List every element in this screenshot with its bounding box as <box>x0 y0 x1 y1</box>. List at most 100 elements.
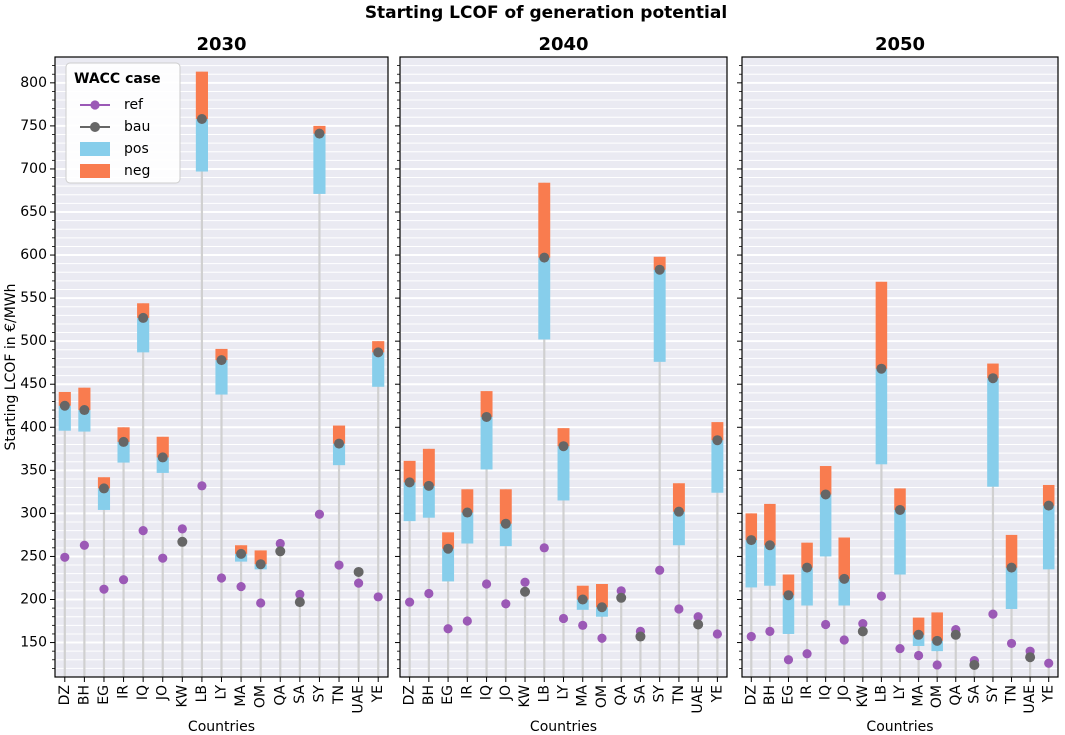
ref-point-SY <box>314 509 325 519</box>
neg-bar-SY <box>987 363 999 379</box>
neg-bar-SY <box>653 256 666 270</box>
pos-bar-DZ <box>745 540 758 588</box>
neg-bar-EG <box>442 532 455 549</box>
pos-bar-IR <box>117 441 130 463</box>
bau-point-JO <box>157 452 168 463</box>
x-tick-label: IQ <box>818 685 834 700</box>
pos-bar-EG <box>97 488 111 510</box>
neg-bar-DZ <box>403 460 416 483</box>
bau-point-SA <box>635 631 646 642</box>
x-tick-label: OM <box>929 685 945 708</box>
x-tick-label: IR <box>799 685 815 699</box>
pos-bar-IQ <box>137 317 150 353</box>
legend-title: WACC case <box>74 71 161 87</box>
legend-swatch-pos <box>80 142 110 156</box>
bau-point-LB <box>539 252 550 263</box>
bau-point-YE <box>712 435 723 446</box>
bau-point-EG <box>98 483 109 494</box>
bau-point-SA <box>294 597 305 608</box>
pos-bar-MA <box>576 599 589 610</box>
x-tick-label: EG <box>780 685 796 705</box>
legend-label-ref: ref <box>124 97 144 113</box>
panel-2040: 2040 DZ BH EG IR IQ JO KW LB LY MA OM QA SA SY TN UAE YE C… <box>395 34 728 735</box>
ref-point-EG <box>443 624 453 634</box>
pos-bar-MA <box>912 634 925 646</box>
x-tick-label: LY <box>214 685 230 700</box>
ref-point-LY <box>895 643 905 654</box>
bau-point-EG <box>783 590 794 601</box>
neg-bar-IQ <box>480 391 493 417</box>
x-tick-label: TN <box>1004 685 1020 705</box>
x-tick-label: QA <box>948 685 964 706</box>
ref-point-SA <box>295 589 305 599</box>
bau-point-QA <box>616 592 627 603</box>
neg-bar-IR <box>801 542 813 568</box>
bau-point-BH <box>423 480 434 491</box>
bau-point-LY <box>895 504 905 515</box>
ref-point-OM <box>932 660 942 670</box>
bau-point-LY <box>216 355 227 366</box>
x-tick-label: SY <box>652 685 668 703</box>
bau-point-IQ <box>481 411 492 422</box>
ref-point-OM <box>597 633 607 643</box>
neg-bar-LY <box>557 428 570 447</box>
ref-point-DZ <box>405 597 415 607</box>
ref-point-BH <box>424 588 434 599</box>
pos-bar-BH <box>422 485 435 518</box>
bau-point-OM <box>596 602 607 613</box>
pos-bar-EG <box>442 548 455 582</box>
x-axis-label: Countries <box>530 719 597 735</box>
x-tick-label: LY <box>892 685 908 700</box>
ref-point-LB <box>876 591 887 601</box>
ref-point-DZ <box>746 631 756 642</box>
bau-point-YE <box>1043 500 1054 511</box>
neg-bar-TN <box>1005 534 1018 568</box>
bau-point-EG <box>443 543 454 554</box>
y-tick-label: 650 <box>20 204 47 220</box>
pos-bar-BH <box>764 545 776 586</box>
neg-bar-JO <box>499 489 512 524</box>
y-tick-label: 350 <box>20 462 47 478</box>
panel-2030: 2030 DZ BH EG IR IQ JO KW LB LY MA OM QA SA SY TN UAE YE C… <box>20 34 389 735</box>
bau-point-KW <box>857 626 868 637</box>
bau-point-SY <box>654 264 665 275</box>
y-tick-label: 600 <box>20 247 47 263</box>
x-tick-label: MA <box>911 685 927 707</box>
pos-bar-DZ <box>58 405 71 431</box>
ref-point-IR <box>802 649 812 659</box>
y-tick-label: 150 <box>20 635 47 651</box>
x-tick-label: BH <box>762 685 778 705</box>
x-tick-label: JO <box>155 685 171 701</box>
neg-bar-JO <box>156 436 169 458</box>
x-tick-label: LB <box>536 685 552 702</box>
neg-bar-OM <box>931 612 943 641</box>
neg-bar-LB <box>538 182 551 258</box>
ref-point-OM <box>256 598 266 608</box>
x-tick-label: KW <box>174 685 190 708</box>
x-tick-label: SA <box>292 685 308 704</box>
x-tick-label: IR <box>116 685 132 699</box>
bau-point-OM <box>255 559 266 570</box>
x-tick-label: LY <box>556 685 572 700</box>
bau-point-LB <box>196 114 207 124</box>
ref-point-TN <box>334 560 344 570</box>
ref-point-DZ <box>60 552 70 562</box>
bau-point-OM <box>932 635 943 646</box>
panel-2050: 2050 DZ BH EG IR IQ JO KW LB LY MA OM QA SA SY TN UAE YE C… <box>737 34 1059 735</box>
neg-bar-OM <box>596 584 608 608</box>
ref-point-TN <box>674 604 684 614</box>
neg-bar-LY <box>215 348 228 361</box>
panel-title: 2040 <box>538 34 588 55</box>
bau-point-UAE <box>1025 652 1036 663</box>
ref-point-IQ <box>821 619 831 630</box>
neg-bar-BH <box>764 503 776 546</box>
x-tick-label: QA <box>272 685 288 706</box>
bau-point-IR <box>802 562 813 573</box>
ref-point-MA <box>913 650 924 661</box>
bau-point-BH <box>79 405 90 416</box>
pos-bar-LB <box>538 257 551 340</box>
x-tick-label: IQ <box>479 685 495 700</box>
bau-point-JO <box>839 573 850 584</box>
bau-point-MA <box>577 594 588 605</box>
bau-point-LB <box>876 363 887 374</box>
